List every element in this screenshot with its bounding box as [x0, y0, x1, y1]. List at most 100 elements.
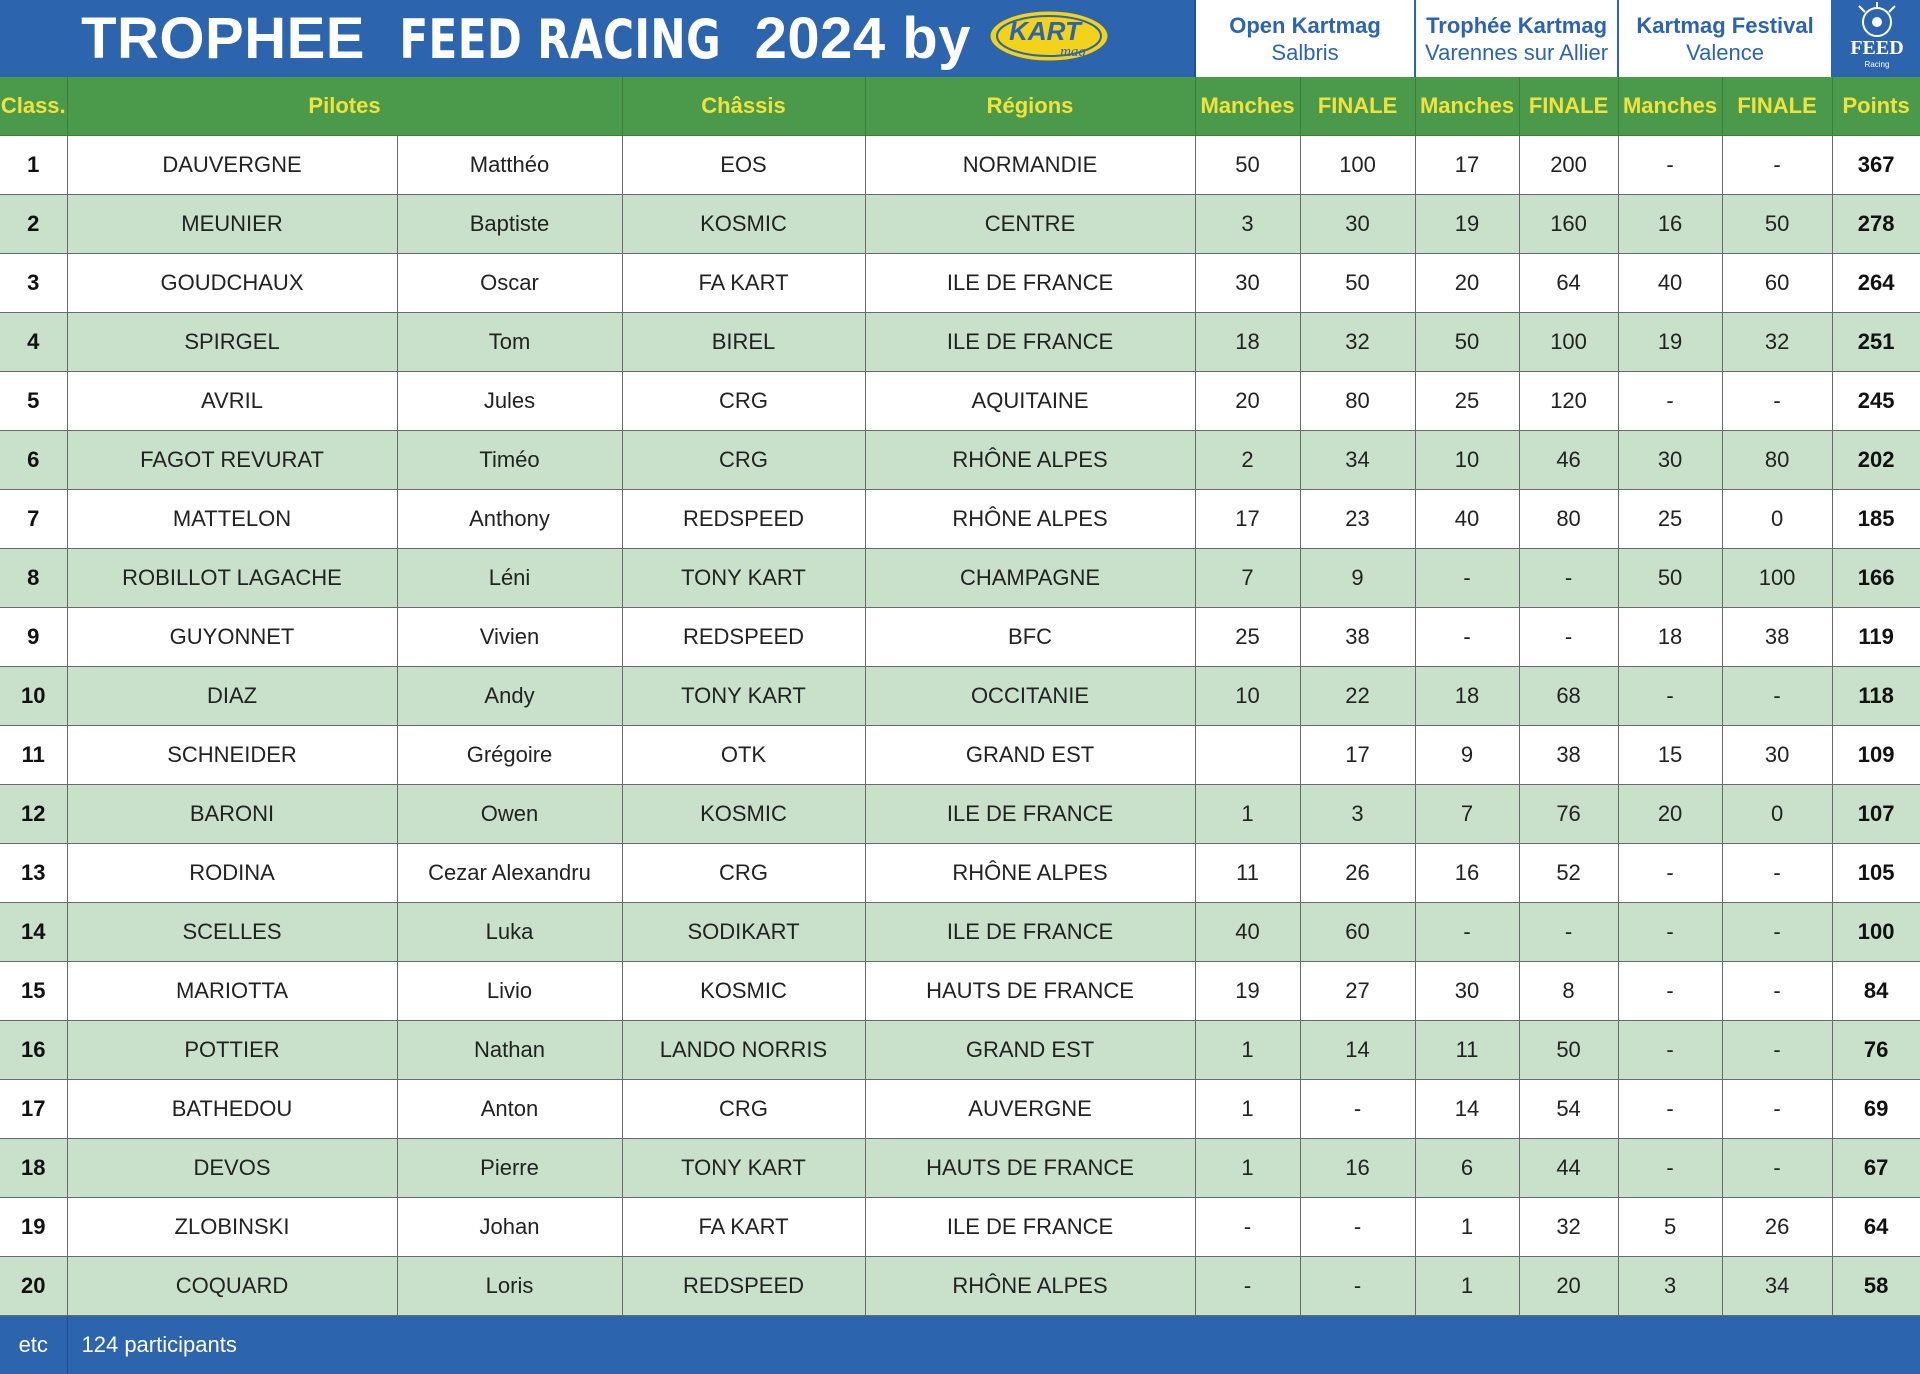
points-cell: 264 — [1832, 254, 1920, 313]
event3-manches-cell: - — [1618, 667, 1722, 726]
points-cell: 109 — [1832, 726, 1920, 785]
event2-manches-cell: 18 — [1415, 667, 1519, 726]
points-cell: 76 — [1832, 1021, 1920, 1080]
rank-cell: 4 — [0, 313, 67, 372]
rank-cell: 3 — [0, 254, 67, 313]
header-chassis: Châssis — [622, 77, 865, 136]
event1-manches-cell: 25 — [1195, 608, 1300, 667]
event2-manches-cell: 14 — [1415, 1080, 1519, 1139]
title-word-feed-racing: FEED RACING — [399, 8, 721, 71]
event1-manches-cell: 40 — [1195, 903, 1300, 962]
region-cell: CHAMPAGNE — [865, 549, 1195, 608]
header-rank: Class. — [0, 77, 67, 136]
pilot-first-name: Baptiste — [397, 195, 622, 254]
chassis-cell: EOS — [622, 136, 865, 195]
event3-manches-cell: - — [1618, 1139, 1722, 1198]
event2-finale-cell: 32 — [1519, 1198, 1618, 1257]
event1-manches-cell: - — [1195, 1198, 1300, 1257]
event1-finale-cell: - — [1300, 1257, 1415, 1316]
rank-cell: 5 — [0, 372, 67, 431]
event3-finale-cell: 80 — [1722, 431, 1832, 490]
event2-manches-cell: - — [1415, 608, 1519, 667]
chassis-cell: KOSMIC — [622, 962, 865, 1021]
points-cell: 245 — [1832, 372, 1920, 431]
event3-manches-cell: 16 — [1618, 195, 1722, 254]
region-cell: RHÔNE ALPES — [865, 1257, 1195, 1316]
rank-cell: 6 — [0, 431, 67, 490]
event3-finale-cell: 50 — [1722, 195, 1832, 254]
pilot-last-name: MARIOTTA — [67, 962, 397, 1021]
event2-finale-cell: - — [1519, 549, 1618, 608]
header-points: Points — [1832, 77, 1920, 136]
event3-finale-cell: - — [1722, 136, 1832, 195]
header-manches-2: Manches — [1415, 77, 1519, 136]
rank-cell: 14 — [0, 903, 67, 962]
pilot-last-name: BARONI — [67, 785, 397, 844]
rank-cell: 16 — [0, 1021, 67, 1080]
rank-cell: 18 — [0, 1139, 67, 1198]
pilot-last-name: DIAZ — [67, 667, 397, 726]
event2-manches-cell: 20 — [1415, 254, 1519, 313]
pilot-first-name: Léni — [397, 549, 622, 608]
rank-cell: 15 — [0, 962, 67, 1021]
pilot-last-name: DEVOS — [67, 1139, 397, 1198]
region-cell: HAUTS DE FRANCE — [865, 1139, 1195, 1198]
title-word-trophee: TROPHEE — [81, 6, 365, 71]
rank-cell: 19 — [0, 1198, 67, 1257]
pilot-first-name: Andy — [397, 667, 622, 726]
event2-finale-cell: 68 — [1519, 667, 1618, 726]
event1-manches-cell: 1 — [1195, 785, 1300, 844]
points-cell: 251 — [1832, 313, 1920, 372]
event3-finale-cell: 34 — [1722, 1257, 1832, 1316]
event1-finale-cell: 17 — [1300, 726, 1415, 785]
event2-finale-cell: - — [1519, 903, 1618, 962]
pilot-first-name: Anton — [397, 1080, 622, 1139]
pilot-first-name: Johan — [397, 1198, 622, 1257]
pilot-last-name: COQUARD — [67, 1257, 397, 1316]
pilot-last-name: FAGOT REVURAT — [67, 431, 397, 490]
event1-manches-cell: 2 — [1195, 431, 1300, 490]
event1-manches-cell: - — [1195, 1257, 1300, 1316]
event-place: Valence — [1619, 39, 1831, 66]
event3-finale-cell: - — [1722, 1139, 1832, 1198]
event3-manches-cell: - — [1618, 844, 1722, 903]
pilot-first-name: Anthony — [397, 490, 622, 549]
chassis-cell: KOSMIC — [622, 785, 865, 844]
event2-finale-cell: 44 — [1519, 1139, 1618, 1198]
rank-cell: 1 — [0, 136, 67, 195]
feed-racing-logo-icon: FEED Racing — [1832, 0, 1920, 77]
header-manches-3: Manches — [1618, 77, 1722, 136]
event1-finale-cell: 22 — [1300, 667, 1415, 726]
event2-finale-cell: 46 — [1519, 431, 1618, 490]
points-cell: 105 — [1832, 844, 1920, 903]
event-header-open-kartmag: Open Kartmag Salbris — [1195, 0, 1415, 77]
event3-finale-cell: 38 — [1722, 608, 1832, 667]
points-cell: 64 — [1832, 1198, 1920, 1257]
event1-manches-cell: 1 — [1195, 1021, 1300, 1080]
rank-cell: 7 — [0, 490, 67, 549]
event-name: Kartmag Festival — [1619, 12, 1831, 39]
event1-finale-cell: - — [1300, 1080, 1415, 1139]
event3-finale-cell: - — [1722, 962, 1832, 1021]
event3-manches-cell: 50 — [1618, 549, 1722, 608]
points-cell: 100 — [1832, 903, 1920, 962]
event-name: Trophée Kartmag — [1416, 12, 1617, 39]
event2-manches-cell: 7 — [1415, 785, 1519, 844]
event2-finale-cell: 54 — [1519, 1080, 1618, 1139]
event1-manches-cell: 1 — [1195, 1139, 1300, 1198]
page-title: TROPHEE FEED RACING 2024 by KART mag — [0, 0, 1195, 77]
event2-manches-cell: 17 — [1415, 136, 1519, 195]
event1-finale-cell: 38 — [1300, 608, 1415, 667]
svg-text:Racing: Racing — [1864, 60, 1889, 69]
region-cell: ILE DE FRANCE — [865, 903, 1195, 962]
event1-finale-cell: 27 — [1300, 962, 1415, 1021]
event3-manches-cell: - — [1618, 1021, 1722, 1080]
